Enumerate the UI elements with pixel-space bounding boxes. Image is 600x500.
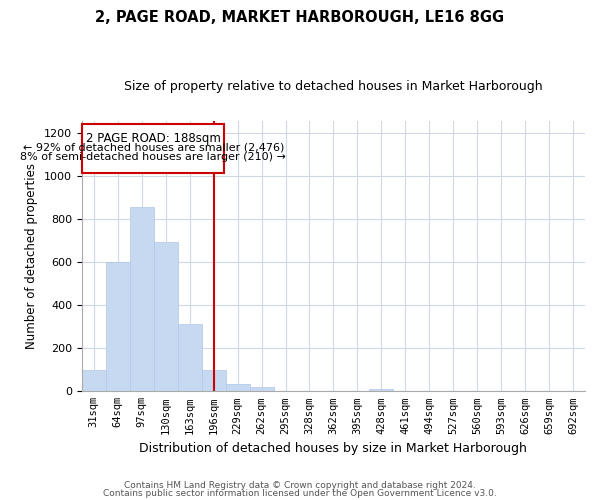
Text: ← 92% of detached houses are smaller (2,476): ← 92% of detached houses are smaller (2,… [23, 142, 284, 152]
Bar [130, 206, 154, 392]
Bar [106, 262, 130, 392]
Y-axis label: Number of detached properties: Number of detached properties [25, 163, 38, 349]
Bar [82, 370, 106, 392]
Bar [202, 370, 226, 392]
Text: 2 PAGE ROAD: 188sqm: 2 PAGE ROAD: 188sqm [86, 132, 221, 145]
Bar [226, 384, 250, 392]
X-axis label: Distribution of detached houses by size in Market Harborough: Distribution of detached houses by size … [139, 442, 527, 455]
Bar [178, 324, 202, 392]
Bar [250, 388, 274, 392]
Text: 2, PAGE ROAD, MARKET HARBOROUGH, LE16 8GG: 2, PAGE ROAD, MARKET HARBOROUGH, LE16 8G… [95, 10, 505, 25]
Title: Size of property relative to detached houses in Market Harborough: Size of property relative to detached ho… [124, 80, 543, 93]
FancyBboxPatch shape [82, 124, 224, 172]
Text: Contains public sector information licensed under the Open Government Licence v3: Contains public sector information licen… [103, 488, 497, 498]
Bar [370, 388, 394, 392]
Text: Contains HM Land Registry data © Crown copyright and database right 2024.: Contains HM Land Registry data © Crown c… [124, 481, 476, 490]
Text: 8% of semi-detached houses are larger (210) →: 8% of semi-detached houses are larger (2… [20, 152, 286, 162]
Bar [154, 242, 178, 392]
